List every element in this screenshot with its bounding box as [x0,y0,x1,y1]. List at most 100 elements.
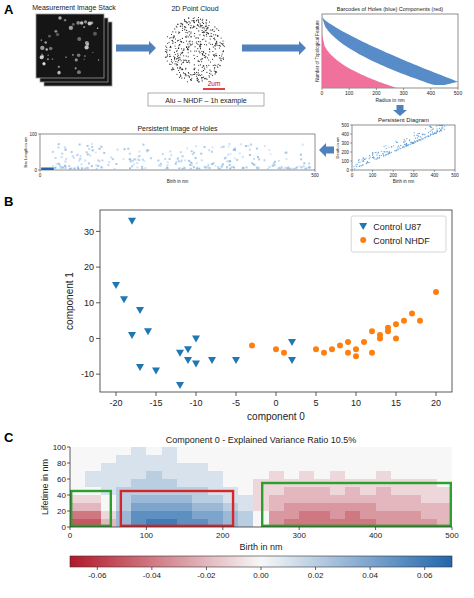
pd-point [439,131,440,132]
pi-cell [112,158,114,160]
cloud-point [213,47,214,48]
pi-cell [146,149,148,151]
pi-cell [243,167,245,169]
cloud-point [200,59,201,60]
pd-point [441,125,442,126]
cloud-point [214,70,215,71]
pd-point [412,143,413,144]
pd-point [415,141,416,142]
pd-point [431,134,432,135]
pi-cell [234,157,236,159]
pi-cell [100,146,102,148]
pd-point [442,127,443,128]
cloud-point [185,27,186,28]
pi-cell [196,167,198,169]
cloud-point [192,43,193,44]
points [112,218,439,389]
cloud-point [221,58,222,59]
cell [406,487,422,495]
cell [70,463,86,471]
cloud-point [210,44,211,45]
image-spot [83,26,85,28]
pi-cell [198,167,200,169]
image-spot [77,53,80,56]
cell [223,455,239,463]
cloud-point [201,61,202,62]
pd-point [422,134,423,135]
pd-point [431,129,432,130]
tick [67,479,70,480]
cloud-point [200,43,201,44]
cloud-point [198,20,199,21]
arrow [242,41,306,55]
cell [85,495,101,503]
pd-point [442,125,443,126]
pd-point [436,131,437,132]
cloud-point [171,59,172,60]
pd-point [358,160,359,161]
pi-cell [249,149,251,151]
pd-point [377,153,378,154]
tick [350,125,352,126]
cloud-point [167,43,168,44]
pi-cell [92,149,94,151]
cloud-point [171,69,172,70]
cloud-point [173,69,174,70]
pd-point [385,145,386,146]
cloud-point [187,44,188,45]
cloud-point [206,20,207,21]
cell [85,511,101,519]
pd-point [419,140,420,141]
pd-point [444,126,445,127]
cell [162,495,178,503]
cell [223,447,239,455]
cloud-point [200,45,201,46]
pd-point [420,139,421,140]
pd-point [404,147,405,148]
cloud-point [197,24,198,25]
pd-point [381,151,382,152]
pi-cell [290,168,292,170]
cloud-point [190,79,191,80]
cloud-point [188,75,189,76]
cell [146,495,162,503]
cloud-point [186,30,187,31]
tick-label: -0.06 [88,571,107,580]
tick-label: 10 [84,298,94,308]
cloud-point [214,39,215,40]
cloud-point [216,45,217,46]
chart-title: Component 0 - Explained Variance Ratio 1… [166,435,356,445]
cell [314,447,330,455]
cloud-point [200,64,201,65]
cell [192,503,208,511]
tick-label: -10 [81,369,94,379]
pd-point [417,133,418,134]
cell [269,463,285,471]
cloud-point [184,20,185,21]
pd-point [391,152,392,153]
cloud-point [185,36,186,37]
cell [314,463,330,471]
cloud-point [223,57,224,58]
cell [437,447,452,455]
cloud-point [180,41,181,42]
cloud-point [198,60,199,61]
pi-cell [192,153,194,155]
cloud-point [220,46,221,47]
cloud-point [180,39,181,40]
cloud-point [194,73,195,74]
cloud-point [215,72,216,73]
tick-label: 20 [57,507,66,516]
cell [391,463,407,471]
pi-cell [129,158,131,160]
cloud-point [191,78,192,79]
pi-cell [195,145,197,147]
cell [299,503,315,511]
pi-cell [64,146,66,148]
point [232,357,240,364]
cloud-point [194,72,195,73]
cell [177,495,193,503]
cell [223,463,239,471]
cell [376,511,392,519]
tick-label: 300 [410,173,418,178]
